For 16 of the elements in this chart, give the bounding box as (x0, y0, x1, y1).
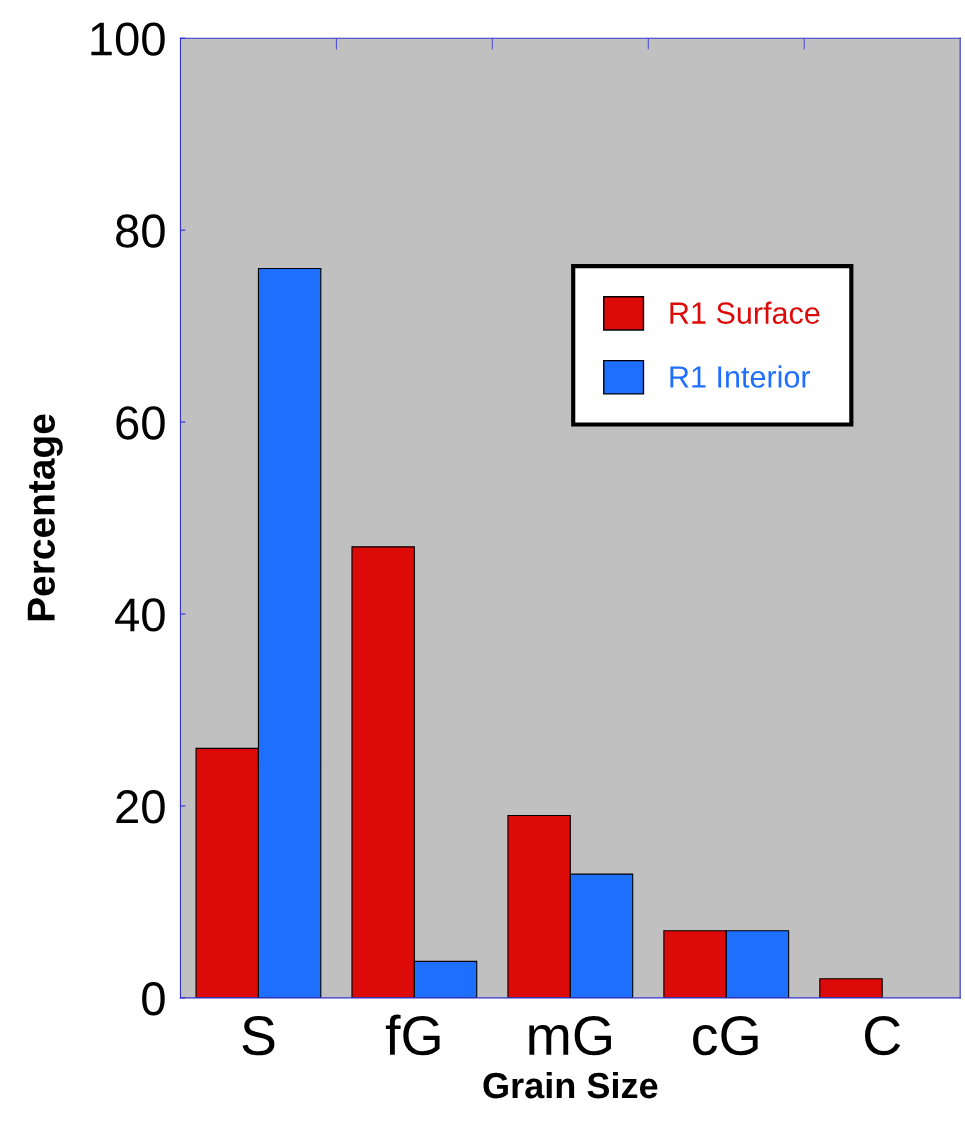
x-tick-label: cG (693, 1016, 758, 1056)
y-tick-label: 40 (115, 598, 165, 632)
x-tick-label: mG (529, 1016, 611, 1056)
y-tick-label: 100 (91, 22, 165, 56)
legend-label: R1 Interior (670, 365, 811, 388)
x-axis-title: Grain Size (483, 1071, 658, 1099)
bar (819, 978, 883, 998)
x-tick-label: C (864, 1016, 901, 1056)
y-tick-label: 80 (116, 214, 165, 248)
y-tick-label: 0 (142, 982, 165, 1016)
legend-label: R1 Surface (670, 301, 820, 324)
y-tick-label: 20 (116, 790, 165, 824)
y-tick-label: 60 (116, 406, 165, 440)
x-tick-label: S (242, 1016, 275, 1056)
y-axis-title: Percentage (27, 414, 63, 621)
x-tick-label: fG (385, 1014, 440, 1056)
